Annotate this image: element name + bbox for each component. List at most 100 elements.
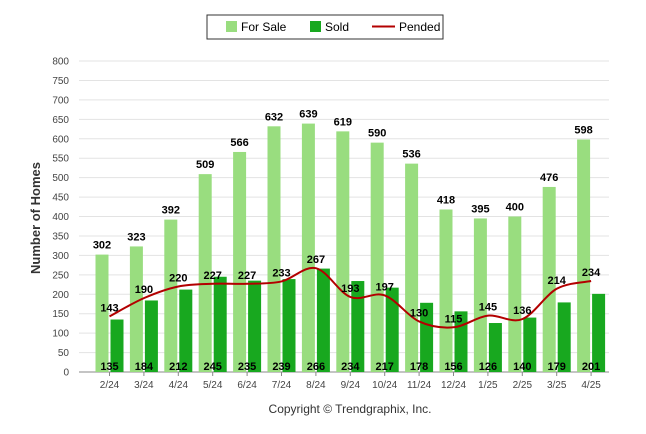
bar-for-sale (164, 219, 178, 372)
data-label-for-sale: 632 (265, 111, 283, 123)
x-tick-label: 12/24 (441, 380, 466, 391)
y-tick-label: 700 (52, 95, 69, 106)
x-tick-label: 3/24 (134, 380, 154, 391)
data-label-for-sale: 536 (402, 149, 420, 161)
data-label-for-sale: 400 (506, 202, 524, 214)
legend-label-pended: Pended (399, 20, 440, 34)
bar-for-sale (439, 209, 453, 372)
bar-for-sale (542, 186, 556, 372)
x-tick-label: 4/24 (169, 380, 189, 391)
y-tick-label: 550 (52, 154, 69, 165)
data-label-for-sale: 395 (471, 203, 489, 215)
y-tick-label: 300 (52, 251, 69, 262)
data-label-sold: 234 (341, 361, 360, 373)
bar-sold (213, 276, 227, 372)
legend-swatch-for-sale (226, 21, 237, 32)
bar-sold (248, 280, 262, 372)
data-labels: 302 135 323 184 392 212 509 245 566 235 632 239 639 2… (93, 109, 601, 373)
data-label-sold: 239 (272, 361, 290, 373)
data-label-sold: 126 (479, 361, 497, 373)
bar-sold (557, 302, 571, 372)
data-label-pended: 190 (135, 284, 153, 296)
data-label-sold: 135 (100, 361, 118, 373)
y-tick-label: 750 (52, 76, 69, 87)
bar-sold (179, 289, 193, 372)
data-label-pended: 130 (410, 307, 428, 319)
y-tick-label: 400 (52, 212, 69, 223)
bar-sold (523, 317, 537, 372)
y-tick-label: 250 (52, 270, 69, 281)
y-tick-label: 50 (58, 348, 70, 359)
data-label-pended: 227 (238, 270, 256, 282)
data-label-pended: 143 (100, 302, 118, 314)
y-tick-label: 800 (52, 57, 69, 68)
data-label-pended: 267 (307, 254, 325, 266)
data-label-pended: 220 (169, 272, 187, 284)
y-axis-ticks: 0 50 100 150 200 250 300 350 400 450 500 550 600 650 7… (52, 57, 69, 379)
x-tick-label: 11/24 (407, 380, 432, 391)
copyright-text: Copyright © Trendgraphix, Inc. (269, 402, 432, 416)
x-tick-label: 2/24 (100, 380, 120, 391)
y-tick-label: 450 (52, 193, 69, 204)
pended-line (109, 266, 592, 329)
bar-for-sale (405, 163, 419, 372)
x-tick-label: 6/24 (237, 380, 257, 391)
x-tick-label: 7/24 (272, 380, 292, 391)
data-label-sold: 235 (238, 361, 256, 373)
data-label-sold: 156 (444, 361, 462, 373)
bar-sold (420, 302, 434, 372)
bars (95, 123, 606, 373)
bar-sold (351, 281, 365, 372)
x-tick-label: 8/24 (306, 380, 326, 391)
y-axis-label: Number of Homes (28, 162, 43, 274)
bar-for-sale (508, 216, 522, 372)
bar-for-sale (95, 254, 109, 372)
data-label-for-sale: 476 (540, 172, 558, 184)
data-label-for-sale: 598 (574, 125, 592, 137)
data-label-for-sale: 392 (162, 205, 180, 217)
x-tick-label: 1/25 (478, 380, 498, 391)
bar-for-sale (473, 218, 487, 372)
legend: For Sale Sold Pended (206, 14, 444, 40)
data-label-sold: 217 (376, 361, 394, 373)
data-label-for-sale: 302 (93, 240, 111, 252)
bar-sold (385, 287, 399, 372)
data-label-for-sale: 566 (230, 137, 248, 149)
x-tick-label: 4/25 (581, 380, 601, 391)
bar-for-sale (267, 126, 281, 372)
data-label-for-sale: 509 (196, 159, 214, 171)
x-tick-label: 10/24 (372, 380, 397, 391)
data-label-pended: 233 (272, 267, 290, 279)
data-label-sold: 266 (307, 361, 325, 373)
bar-sold (110, 319, 124, 372)
legend-box (206, 14, 444, 40)
x-axis-ticks: 2/24 3/24 4/24 5/24 6/24 7/24 8/24 9/24 10/24 11/… (100, 372, 601, 391)
data-label-pended: 227 (204, 270, 222, 282)
bar-sold (316, 268, 330, 372)
data-label-sold: 140 (513, 361, 531, 373)
bar-for-sale (370, 142, 384, 372)
y-tick-label: 600 (52, 134, 69, 145)
data-label-pended: 197 (376, 281, 394, 293)
data-label-sold: 184 (135, 361, 154, 373)
data-label-sold: 178 (410, 361, 428, 373)
y-tick-label: 200 (52, 290, 69, 301)
bar-for-sale (233, 151, 247, 372)
pended-line-layer (109, 266, 592, 329)
y-tick-label: 0 (63, 368, 69, 379)
data-label-sold: 201 (582, 361, 600, 373)
data-label-sold: 179 (548, 361, 566, 373)
y-tick-label: 350 (52, 231, 69, 242)
y-tick-label: 500 (52, 173, 69, 184)
bar-sold (282, 279, 296, 372)
x-tick-label: 3/25 (547, 380, 567, 391)
legend-label-sold: Sold (325, 20, 349, 34)
data-label-sold: 212 (169, 361, 187, 373)
data-label-pended: 214 (548, 275, 567, 287)
bar-sold (144, 300, 158, 372)
data-label-for-sale: 590 (368, 128, 386, 140)
y-tick-label: 150 (52, 309, 69, 320)
bar-for-sale (336, 131, 350, 372)
bar-for-sale (577, 139, 591, 372)
